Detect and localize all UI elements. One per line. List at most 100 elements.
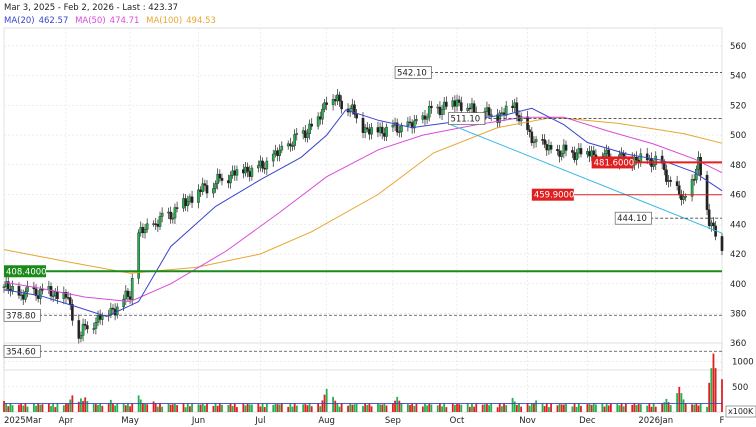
candle-body <box>504 105 508 116</box>
volume-bar <box>526 403 529 412</box>
volume-bar <box>212 405 215 412</box>
candle-body <box>383 133 386 137</box>
volume-bar <box>421 406 424 412</box>
volume-bar <box>385 405 388 412</box>
volume-bar <box>261 403 264 412</box>
volume-bar <box>436 405 439 412</box>
volume-tick-label: 500 <box>732 383 748 393</box>
volume-bar <box>556 405 559 412</box>
candle-body <box>385 126 388 137</box>
volume-bar <box>97 404 99 412</box>
level-label: 444.10 <box>617 214 647 224</box>
candle-body <box>534 139 538 143</box>
volume-bar <box>543 406 546 412</box>
price-panel-frame <box>3 27 723 371</box>
volume-bar <box>503 403 505 412</box>
candle-body <box>310 123 314 127</box>
y-tick-label: 440 <box>730 220 746 230</box>
volume-bar <box>607 405 610 412</box>
volume-bar <box>381 404 384 412</box>
ma20-label: MA(20) <box>4 16 35 26</box>
volume-bar <box>236 407 238 412</box>
candle-body <box>470 103 474 109</box>
volume-bar <box>573 403 576 412</box>
volume-bar <box>33 403 35 412</box>
volume-bar <box>349 403 352 412</box>
volume-bar <box>221 404 223 412</box>
candle-body <box>605 149 608 154</box>
support-label-box <box>4 265 46 278</box>
volume-bar <box>263 407 266 412</box>
candle-body <box>141 227 145 234</box>
candle-body <box>556 149 559 151</box>
volume-bar <box>635 405 638 412</box>
volume-bar <box>633 403 636 412</box>
volume-bar <box>592 403 595 412</box>
ma50-line <box>3 116 723 303</box>
volume-bar <box>383 403 386 412</box>
volume-bar <box>122 403 125 412</box>
volume-bar <box>139 399 142 412</box>
candle-body <box>216 173 219 184</box>
candle-body <box>445 101 448 107</box>
volume-bar <box>112 402 114 412</box>
candle-body <box>41 289 44 291</box>
candle-body <box>466 107 470 111</box>
candle-body <box>220 178 224 181</box>
candle-body <box>246 166 249 172</box>
candle-body <box>603 153 606 157</box>
x-tick-label: Dec <box>579 416 596 426</box>
volume-bar <box>101 405 104 412</box>
candle-body <box>248 171 252 177</box>
volume-bar <box>721 379 723 412</box>
volume-bar <box>203 405 206 412</box>
volume-bar <box>624 403 627 412</box>
candle-body <box>442 101 446 110</box>
candle-body <box>278 149 281 156</box>
volume-bar <box>35 405 37 412</box>
volume-bar <box>486 403 488 412</box>
candle-body <box>205 185 209 194</box>
volume-bar <box>558 403 561 412</box>
volume-bar <box>182 403 185 412</box>
candle-body <box>21 294 25 300</box>
candle-body <box>588 151 591 157</box>
candle-body <box>271 153 275 162</box>
candle-body <box>453 100 457 107</box>
volume-bar <box>379 404 381 412</box>
candle-body <box>203 183 207 186</box>
volume-bar <box>287 406 290 412</box>
x-tick-label: Jul <box>254 416 265 426</box>
candle-body <box>560 153 564 157</box>
volume-bar <box>176 405 178 412</box>
volume-bar <box>562 404 565 412</box>
ma100-value: 494.53 <box>186 16 216 26</box>
volume-bar <box>22 405 25 412</box>
volume-bar <box>451 403 454 412</box>
volume-bar <box>321 400 324 412</box>
volume-bar <box>609 403 612 412</box>
volume-bar <box>445 407 448 412</box>
x-tick-label: Jun <box>191 416 205 426</box>
level-label-box <box>614 211 652 225</box>
volume-bar <box>347 405 349 412</box>
candle-body <box>56 291 59 300</box>
candle-body <box>669 180 673 182</box>
candle-body <box>421 115 425 120</box>
volume-bar <box>669 405 672 412</box>
volume-bar <box>7 406 10 412</box>
ma20-value: 462.57 <box>38 16 69 26</box>
volume-bar <box>637 403 640 412</box>
candle-body <box>68 297 72 305</box>
volume-bar <box>52 403 55 412</box>
y-tick-label: 420 <box>730 250 746 260</box>
volume-bar <box>302 404 305 412</box>
volume-bar <box>475 403 478 412</box>
volume-bar <box>340 403 343 412</box>
volume-bar <box>257 403 260 412</box>
candle-body <box>526 116 529 130</box>
volume-bar <box>639 404 642 412</box>
volume-bar <box>424 403 426 412</box>
candle-body <box>571 150 574 153</box>
candle-body <box>440 109 444 115</box>
